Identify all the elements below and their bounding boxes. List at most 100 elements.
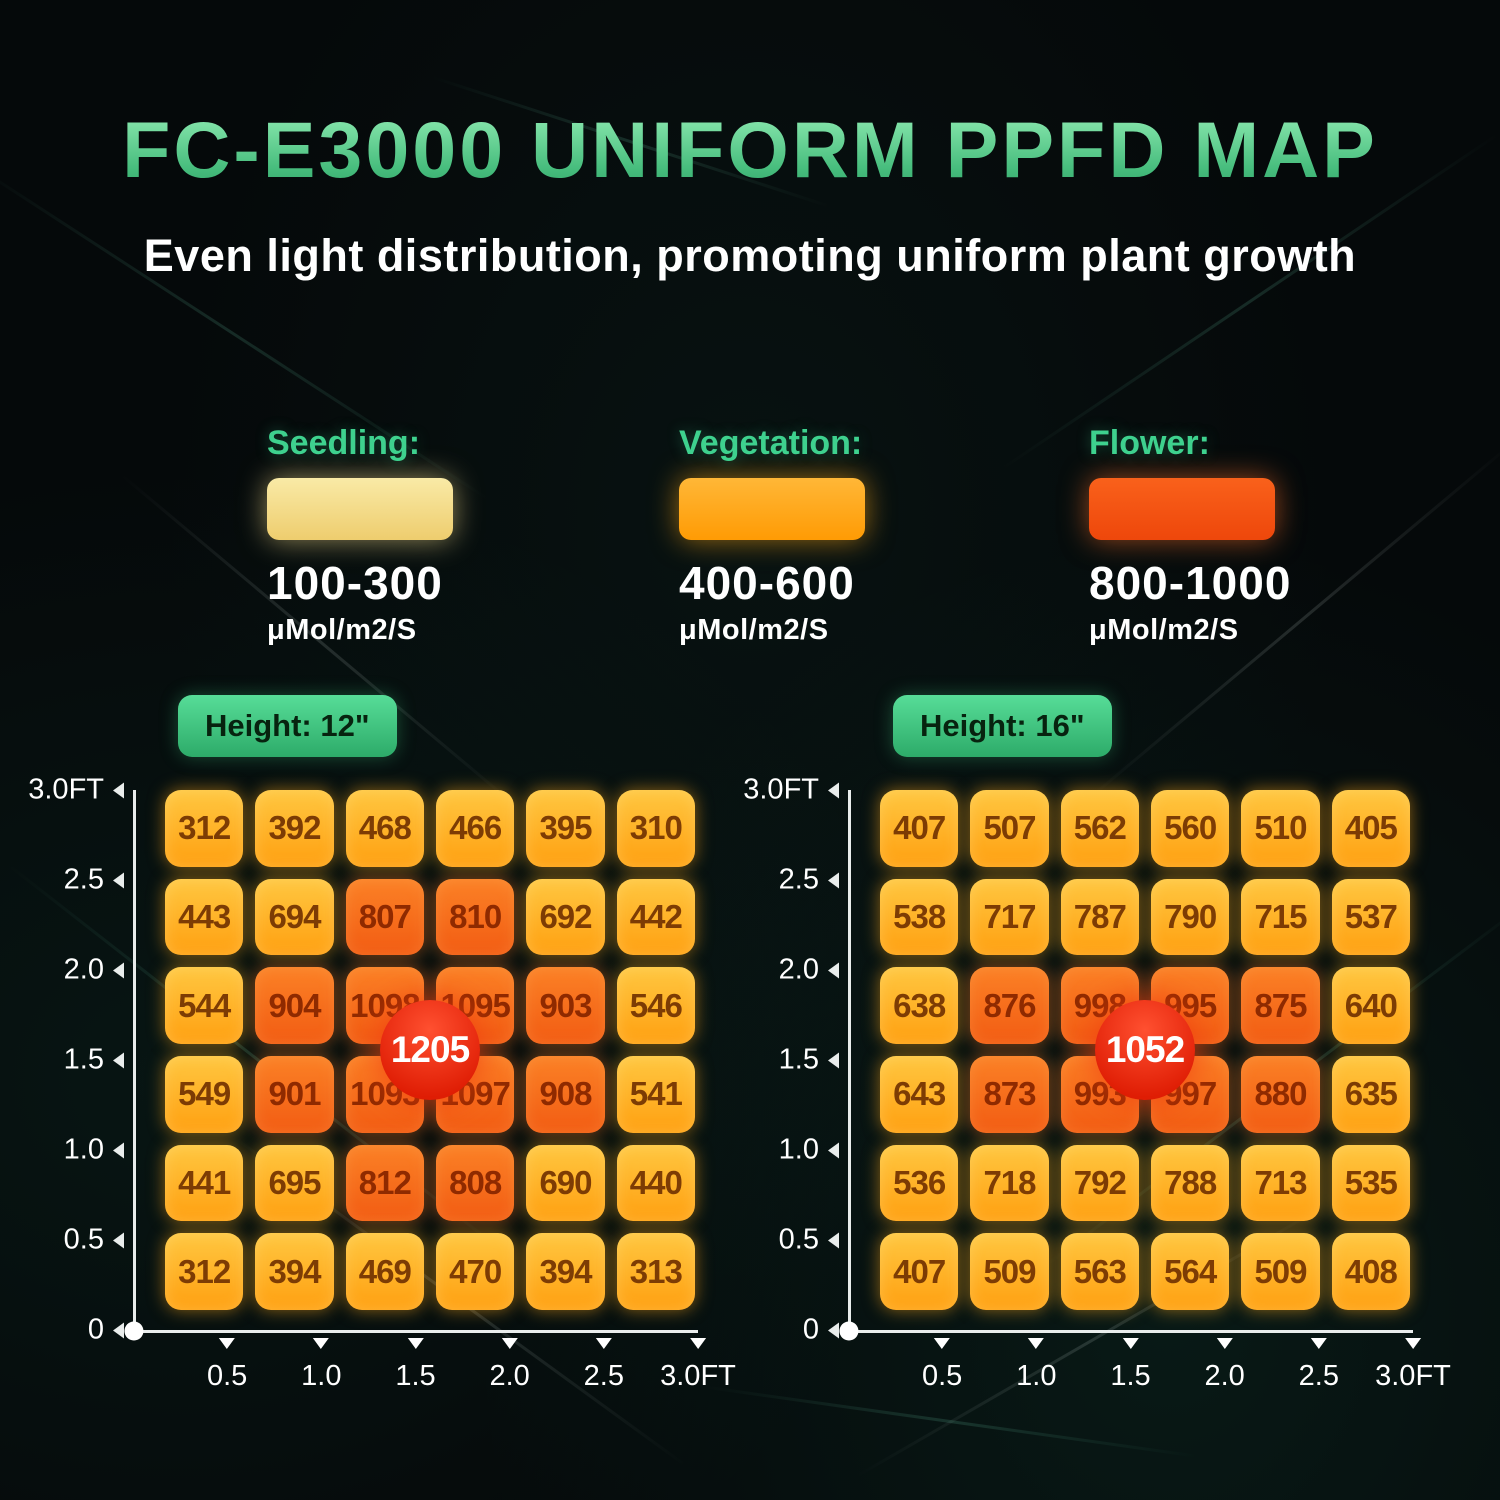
- left-arrow-icon: [828, 962, 839, 978]
- ppfd-cell: 901: [255, 1055, 334, 1133]
- ppfd-cell: 875: [1241, 967, 1320, 1044]
- ppfd-cell: 407: [880, 790, 959, 867]
- legend-unit: μMol/m2/S: [1089, 614, 1239, 646]
- ppfd-cell: 549: [165, 1055, 244, 1133]
- ppfd-cell: 469: [345, 1233, 424, 1310]
- y-tick: 3.0FT: [28, 774, 124, 807]
- y-tick: 2.5: [779, 864, 839, 897]
- ppfd-cell: 470: [436, 1233, 515, 1310]
- down-arrow-icon: [690, 1338, 706, 1349]
- y-tick: 0: [803, 1314, 839, 1347]
- ppfd-cell: 564: [1151, 1233, 1230, 1310]
- y-tick: 1.0: [64, 1134, 124, 1167]
- ppfd-cell: 407: [880, 1233, 959, 1310]
- ppfd-cell: 908: [526, 1055, 605, 1133]
- y-tick: 2.0: [779, 954, 839, 987]
- peak-value-badge: 1205: [380, 1000, 480, 1100]
- left-arrow-icon: [828, 872, 839, 888]
- vegetation-color-swatch: [679, 478, 865, 540]
- x-tick: 3.0FT: [660, 1338, 736, 1393]
- x-tick-label: 3.0FT: [1375, 1360, 1451, 1392]
- ppfd-cell: 717: [970, 878, 1049, 956]
- y-tick-label: 1.0: [778, 1133, 819, 1166]
- ppfd-cell: 395: [526, 790, 605, 867]
- y-tick: 0.5: [64, 1224, 124, 1257]
- x-tick-label: 1.5: [1110, 1360, 1151, 1392]
- ppfd-cell: 535: [1331, 1144, 1410, 1222]
- ppfd-grid: 312 392 468 466 395 310 443 694 807 810 692 442 544 9…: [165, 790, 695, 1310]
- ppfd-cell: 788: [1151, 1144, 1230, 1222]
- x-tick: 0.5: [207, 1338, 247, 1393]
- x-tick: 1.5: [395, 1338, 436, 1393]
- y-tick-label: 3.0FT: [28, 773, 104, 806]
- ppfd-cell: 904: [255, 967, 334, 1044]
- ppfd-cell: 313: [616, 1233, 695, 1310]
- legend-label: Flower:: [1089, 424, 1210, 462]
- x-tick-label: 1.0: [1016, 1360, 1057, 1392]
- ppfd-cell: 541: [616, 1055, 695, 1133]
- ppfd-cell: 713: [1241, 1144, 1320, 1222]
- left-arrow-icon: [113, 782, 124, 798]
- y-tick: 2.0: [64, 954, 124, 987]
- y-tick-label: 2.5: [778, 863, 819, 896]
- ppfd-cell: 392: [255, 790, 334, 867]
- legend-range: 400-600: [679, 557, 855, 609]
- height-badge: Height: 16": [893, 695, 1112, 757]
- ppfd-cell: 537: [1331, 878, 1410, 956]
- peak-value-badge: 1052: [1095, 1000, 1195, 1100]
- x-tick-label: 2.5: [583, 1360, 624, 1392]
- ppfd-cell: 715: [1241, 878, 1320, 956]
- down-arrow-icon: [313, 1338, 330, 1349]
- ppfd-cell: 790: [1151, 878, 1230, 956]
- ppfd-cell: 546: [616, 967, 695, 1044]
- ppfd-cell: 873: [970, 1055, 1049, 1133]
- ppfd-cell: 640: [1331, 967, 1410, 1044]
- origin-dot: [124, 1321, 144, 1341]
- ppfd-cell: 509: [970, 1233, 1049, 1310]
- ppfd-cell: 507: [970, 790, 1049, 867]
- ppfd-cell: 808: [436, 1144, 515, 1222]
- origin-dot: [839, 1321, 859, 1341]
- y-tick-label: 2.5: [63, 863, 104, 896]
- y-tick-label: 0: [87, 1313, 104, 1346]
- flower-color-swatch: [1089, 478, 1275, 540]
- legend-range: 100-300: [267, 557, 443, 609]
- y-tick-label: 0.5: [778, 1223, 819, 1256]
- ppfd-cell: 635: [1331, 1055, 1410, 1133]
- ppfd-cell: 510: [1241, 790, 1320, 867]
- ppfd-cell: 544: [165, 967, 244, 1044]
- ppfd-cell: 442: [616, 878, 695, 956]
- ppfd-cell: 807: [345, 878, 424, 956]
- y-tick: 0.5: [779, 1224, 839, 1257]
- x-tick: 2.5: [1299, 1338, 1339, 1393]
- ppfd-cell: 643: [880, 1055, 959, 1133]
- ppfd-cell: 692: [526, 878, 605, 956]
- ppfd-cell: 638: [880, 967, 959, 1044]
- x-tick: 0.5: [922, 1338, 962, 1393]
- ppfd-cell: 509: [1241, 1233, 1320, 1310]
- height-badge: Height: 12": [178, 695, 397, 757]
- y-tick: 0: [88, 1314, 124, 1347]
- down-arrow-icon: [1028, 1338, 1045, 1349]
- ppfd-cell: 876: [970, 967, 1049, 1044]
- y-tick-label: 1.0: [63, 1133, 104, 1166]
- ppfd-cell: 536: [880, 1144, 959, 1222]
- ppfd-grid: 407 507 562 560 510 405 538 717 787 790 715 537 638 8…: [880, 790, 1410, 1310]
- legend-item-flower: Flower: 800-1000 μMol/m2/S: [1089, 424, 1291, 647]
- ppfd-cell: 562: [1060, 790, 1139, 867]
- y-tick-label: 0: [802, 1313, 819, 1346]
- y-tick-label: 1.5: [778, 1043, 819, 1076]
- legend-item-seedling: Seedling: 100-300 μMol/m2/S: [267, 424, 453, 647]
- x-tick: 2.0: [1204, 1338, 1245, 1393]
- x-axis-line: [848, 1330, 1413, 1333]
- down-arrow-icon: [1122, 1338, 1139, 1349]
- ppfd-plot: 3.0FT 2.5 2.0 1.5 1.0 0.5 0 0.5 1.0 1.5 2.0 2.5 3.0…: [28, 774, 740, 1410]
- down-arrow-icon: [595, 1338, 612, 1349]
- left-arrow-icon: [113, 1322, 124, 1338]
- x-tick: 1.0: [301, 1338, 341, 1393]
- left-arrow-icon: [828, 1322, 839, 1338]
- y-axis-line: [133, 790, 136, 1330]
- down-arrow-icon: [219, 1338, 236, 1349]
- page-title: FC-E3000 UNIFORM PPFD MAP: [0, 104, 1500, 196]
- y-tick-label: 3.0FT: [743, 773, 819, 806]
